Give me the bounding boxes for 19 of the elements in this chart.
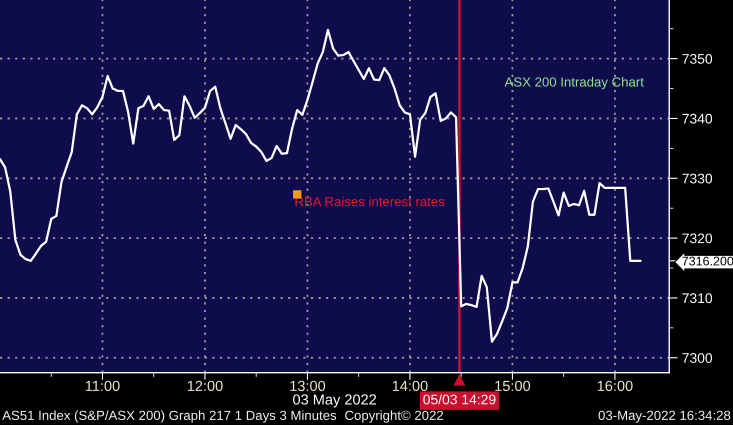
x-tick-label: 14:00 — [392, 380, 428, 392]
x-tick-label: 15:00 — [495, 380, 530, 392]
text: AS51 Index (S&P/ASX 200) Graph 217 1 Days 3 Minutes — [2, 410, 336, 423]
y-tick-label: 7330 — [682, 174, 712, 184]
y-tick-label: 7300 — [682, 353, 712, 363]
x-tick-label: 13:00 — [290, 380, 326, 392]
y-tick-label: 7320 — [682, 233, 712, 244]
text: ASX 200 Intraday Chart — [504, 76, 644, 90]
x-tick-label: 12:00 — [188, 380, 223, 392]
y-tick-label: 7340 — [682, 114, 712, 124]
y-tick-label: 7316.200 — [682, 256, 733, 266]
y-tick-label: 7350 — [682, 54, 712, 64]
x-axis-title: 03 May 2022 — [293, 394, 376, 408]
text: Copyright© 2022 — [345, 410, 444, 423]
x-tick-label: 11:00 — [86, 380, 120, 392]
x-tick-label: 16:00 — [598, 380, 633, 392]
y-tick-label: 7310 — [682, 293, 712, 304]
text: 03-May-2022 16:34:28 — [598, 410, 730, 423]
ref-line-label: 05/03 14:29 — [423, 394, 496, 404]
